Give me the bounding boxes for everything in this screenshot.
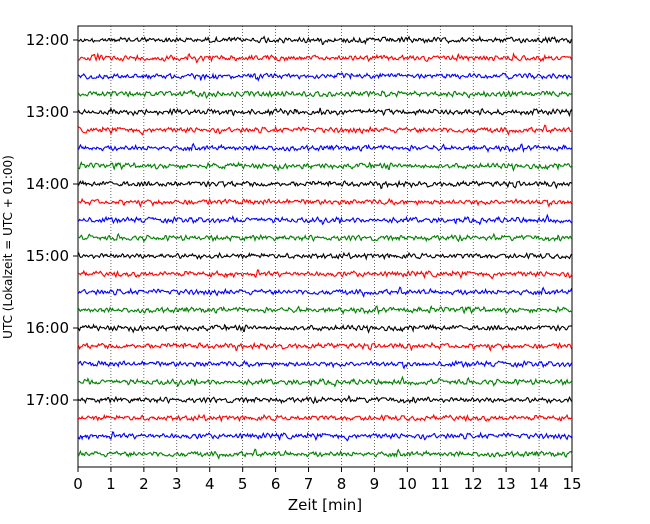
- trace-1745: [77, 448, 573, 460]
- trace-1530: [77, 286, 573, 298]
- y-tick-label-1: 13:00: [26, 103, 69, 121]
- trace-1545: [77, 304, 573, 316]
- trace-1630: [77, 359, 573, 370]
- trace-1415: [77, 197, 573, 208]
- x-tick-label-0: 0: [73, 475, 83, 493]
- trace-1430: [77, 213, 573, 226]
- y-tick-label-0: 12:00: [26, 31, 69, 49]
- y-tick-label-3: 15:00: [26, 247, 69, 265]
- y-tick-label-2: 14:00: [26, 175, 69, 193]
- x-tick-label-10: 10: [398, 475, 417, 493]
- x-tick-label-7: 7: [304, 475, 314, 493]
- trace-1515: [77, 269, 573, 280]
- trace-1330: [77, 142, 573, 154]
- x-axis-ticks: 0 1 2 3 4 5 6 7 8 9 10 11 12 13 14 15: [73, 467, 582, 493]
- trace-1245: [77, 89, 573, 99]
- x-tick-label-11: 11: [431, 475, 450, 493]
- x-tick-label-6: 6: [271, 475, 281, 493]
- y-axis-label: UTC (Lokalzeit = UTC + 01:00): [1, 155, 15, 339]
- y-axis-ticks: 12:00 13:00 14:00 15:00 16:00 17:00: [26, 31, 78, 409]
- trace-1615: [77, 341, 573, 352]
- trace-1730: [77, 431, 573, 442]
- x-tick-label-8: 8: [337, 475, 347, 493]
- trace-1700: [77, 394, 573, 405]
- x-tick-label-9: 9: [370, 475, 380, 493]
- x-tick-label-14: 14: [530, 475, 549, 493]
- trace-1300: [77, 106, 573, 118]
- trace-1715: [77, 413, 573, 423]
- trace-1230: [77, 72, 573, 82]
- plot-frame: [77, 25, 573, 468]
- trace-1215: [77, 51, 573, 64]
- x-tick-label-1: 1: [106, 475, 116, 493]
- trace-1500: [77, 251, 573, 261]
- x-axis-label: Zeit [min]: [288, 496, 362, 514]
- y-tick-label-4: 16:00: [26, 319, 69, 337]
- x-tick-label-4: 4: [205, 475, 215, 493]
- trace-1445: [77, 232, 573, 243]
- x-tick-label-3: 3: [172, 475, 182, 493]
- x-tick-label-2: 2: [139, 475, 149, 493]
- x-tick-label-5: 5: [238, 475, 248, 493]
- x-tick-label-15: 15: [562, 475, 581, 493]
- x-tick-label-12: 12: [464, 475, 483, 493]
- trace-1400: [77, 179, 573, 190]
- trace-1645: [77, 375, 573, 388]
- x-tick-label-13: 13: [497, 475, 516, 493]
- trace-group: [77, 35, 573, 460]
- y-tick-label-5: 17:00: [26, 391, 69, 409]
- trace-1600: [77, 323, 573, 334]
- trace-1315: [77, 124, 573, 136]
- trace-1200: [77, 35, 573, 46]
- trace-1345: [77, 160, 573, 172]
